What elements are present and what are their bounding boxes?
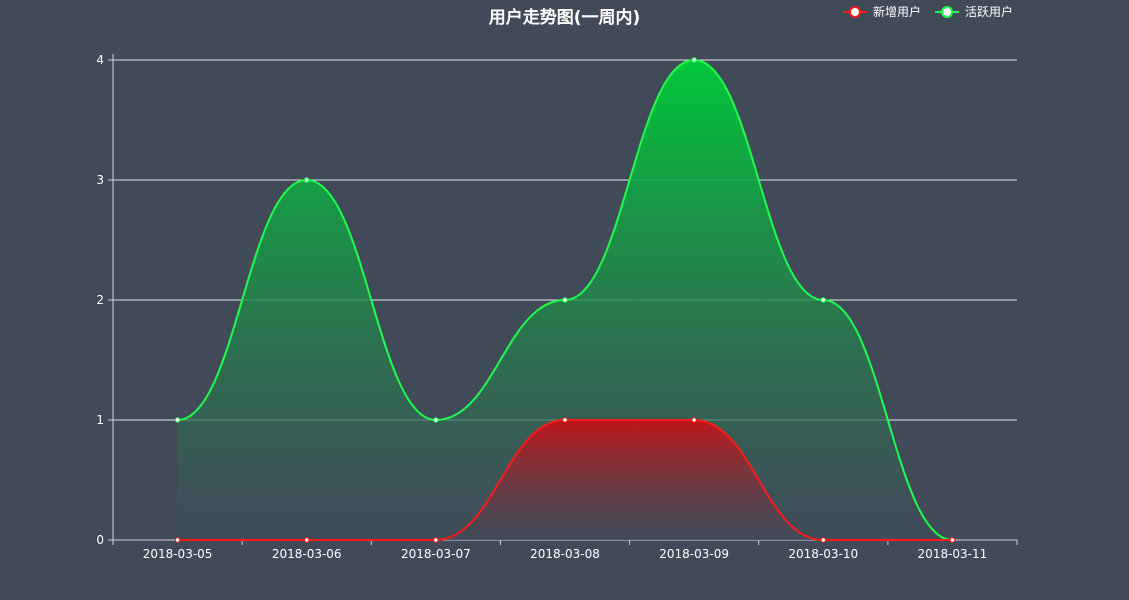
data-point: [820, 297, 826, 303]
legend-marker-icon: [848, 5, 861, 18]
x-tick-label: 2018-03-11: [918, 547, 988, 561]
x-tick-label: 2018-03-09: [659, 547, 729, 561]
data-point: [691, 417, 697, 423]
data-point: [949, 537, 956, 543]
data-point: [691, 57, 697, 63]
data-point: [562, 417, 568, 423]
x-tick-label: 2018-03-07: [401, 547, 471, 561]
series-area: [177, 420, 953, 540]
data-point: [562, 297, 568, 303]
y-tick-label: 0: [96, 533, 104, 547]
legend-label-new-users: 新增用户: [872, 5, 921, 19]
x-tick-label: 2018-03-05: [143, 547, 213, 561]
data-point: [433, 417, 439, 423]
legend-swatch-new-users: [842, 5, 867, 19]
legend-marker-icon: [940, 5, 953, 18]
data-point: [304, 177, 310, 183]
data-point: [304, 537, 310, 543]
legend: 新增用户 活跃用户: [842, 3, 1013, 20]
x-tick-label: 2018-03-10: [788, 547, 858, 561]
legend-item-new-users[interactable]: 新增用户: [842, 3, 921, 20]
y-tick-label: 3: [96, 173, 104, 187]
y-tick-label: 4: [96, 53, 104, 67]
y-tick-label: 1: [96, 413, 104, 427]
data-point: [174, 417, 181, 423]
x-tick-label: 2018-03-06: [272, 547, 342, 561]
chart-title: 用户走势图(一周内): [488, 8, 641, 28]
legend-swatch-active-users: [934, 5, 959, 19]
legend-item-active-users[interactable]: 活跃用户: [934, 3, 1013, 20]
data-point: [820, 537, 826, 543]
data-point: [174, 537, 181, 543]
y-tick-label: 2: [96, 293, 104, 307]
data-point: [433, 537, 439, 543]
x-tick-label: 2018-03-08: [530, 547, 600, 561]
legend-label-active-users: 活跃用户: [964, 5, 1013, 19]
